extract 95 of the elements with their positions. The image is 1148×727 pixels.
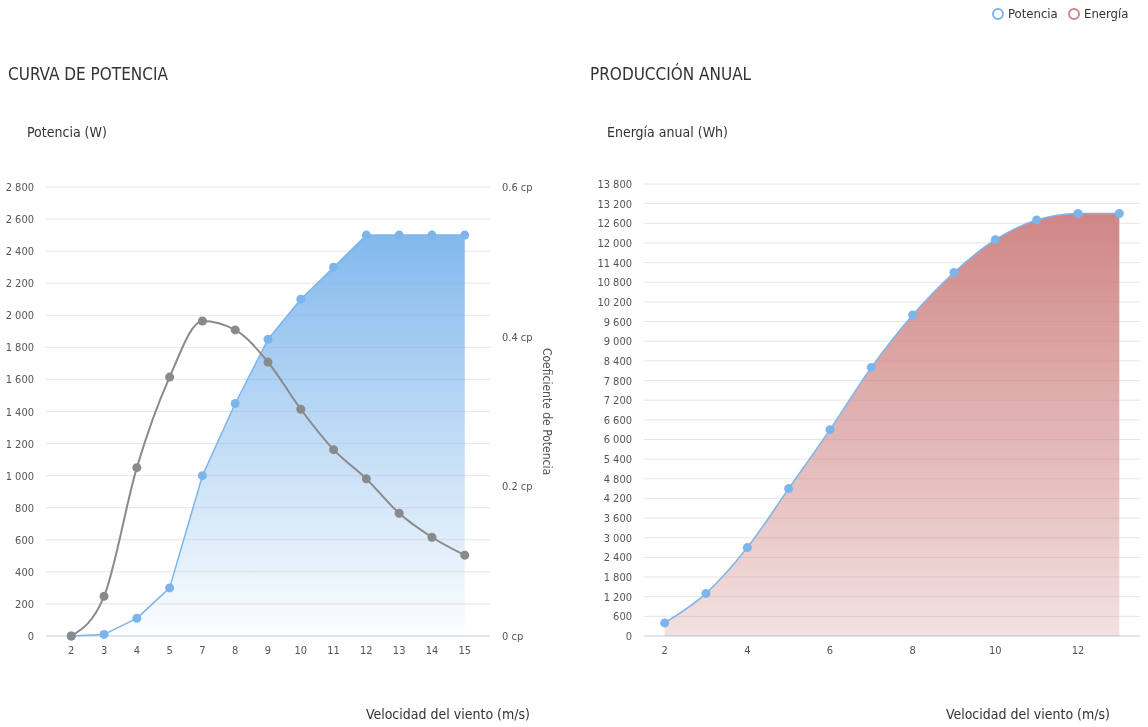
point [263, 357, 273, 367]
y-tick-label: 7 200 [603, 394, 632, 408]
y-tick-label: 7 800 [603, 374, 632, 388]
y-axis-title: Energía anual (Wh) [607, 124, 729, 140]
y-tick-label: 11 400 [597, 256, 632, 270]
y-tick-label: 800 [15, 501, 34, 515]
y-tick-label: 600 [15, 533, 34, 547]
point [394, 508, 404, 518]
x-tick-label: 12 [360, 644, 373, 657]
point [99, 629, 109, 639]
y-tick-label: 9 000 [603, 335, 632, 349]
y-tick-label: 0 [625, 630, 632, 643]
point [296, 404, 306, 414]
chart-title: CURVA DE POTENCIA [8, 64, 169, 84]
x-tick-label: 2 [661, 644, 668, 657]
point [427, 532, 437, 542]
y-tick-label: 6 600 [603, 413, 632, 427]
y-axis-title: Potencia (W) [27, 124, 107, 140]
point [132, 613, 142, 623]
y-tick-label: 1 000 [5, 469, 34, 483]
y2-tick-label: 0.2 cp [502, 480, 533, 494]
y-tick-label: 0 [27, 630, 34, 643]
x-tick-label: 15 [458, 644, 472, 657]
x-tick-label: 4 [744, 644, 751, 657]
y-tick-label: 400 [15, 565, 34, 579]
point [394, 230, 404, 240]
x-tick-label: 2 [68, 644, 75, 657]
point [361, 230, 371, 240]
point [230, 325, 240, 335]
y-tick-label: 3 600 [603, 512, 632, 526]
x-tick-label: 11 [327, 644, 340, 657]
y-tick-label: 2 800 [5, 181, 34, 194]
y-tick-label: 3 000 [603, 531, 632, 545]
point [197, 316, 207, 326]
x-tick-label: 10 [989, 644, 1002, 657]
y2-axis-title: Coeficiente de Potencia [540, 347, 554, 476]
legend-label: Energía [1084, 6, 1129, 21]
point [99, 591, 109, 601]
y-tick-label: 1 400 [5, 405, 34, 419]
y2-tick-label: 0.6 cp [502, 181, 533, 194]
y-tick-label: 12 600 [597, 217, 632, 231]
x-tick-label: 9 [264, 644, 272, 657]
y-tick-label: 2 200 [5, 277, 34, 291]
y-tick-label: 2 000 [5, 309, 34, 323]
point [296, 294, 306, 304]
point [165, 372, 175, 382]
point [230, 398, 240, 408]
y-tick-label: 2 600 [5, 213, 34, 227]
legend-label: Potencia [1008, 6, 1058, 21]
x-tick-label: 10 [294, 644, 308, 657]
point [427, 230, 437, 240]
y2-tick-label: 0 cp [502, 630, 524, 643]
point [197, 471, 207, 481]
y-tick-label: 10 800 [597, 276, 632, 290]
x-tick-label: 13 [392, 644, 406, 657]
point [460, 550, 470, 560]
x-tick-label: 6 [826, 644, 834, 657]
x-tick-label: 8 [232, 644, 239, 657]
y-tick-label: 1 800 [603, 571, 632, 585]
x-axis-title: Velocidad del viento (m/s) [945, 706, 1110, 722]
y-tick-label: 2 400 [603, 551, 632, 565]
y-tick-label: 5 400 [603, 453, 632, 467]
point [165, 583, 175, 593]
y-tick-label: 1 200 [603, 590, 632, 604]
y-tick-label: 13 200 [597, 197, 632, 211]
x-tick-label: 5 [166, 644, 173, 657]
x-tick-label: 8 [909, 644, 916, 657]
point [263, 334, 273, 344]
y-tick-label: 12 000 [597, 236, 632, 250]
y-tick-label: 2 400 [5, 245, 34, 259]
y-tick-label: 1 600 [5, 373, 34, 387]
y-tick-label: 9 600 [603, 315, 632, 329]
y-tick-label: 4 800 [603, 472, 632, 486]
point [329, 262, 339, 272]
y-tick-label: 8 400 [603, 354, 632, 368]
x-tick-label: 7 [199, 644, 206, 657]
x-tick-label: 12 [1071, 644, 1085, 657]
point [361, 474, 371, 484]
y-tick-label: 1 200 [5, 437, 34, 451]
chart-title: PRODUCCIÓN ANUAL [590, 63, 752, 84]
y-tick-label: 10 200 [597, 295, 632, 309]
point [132, 463, 142, 473]
x-axis-title: Velocidad del viento (m/s) [365, 706, 530, 722]
y2-tick-label: 0.4 cp [502, 330, 533, 344]
y-tick-label: 4 200 [603, 492, 632, 506]
x-tick-label: 3 [100, 644, 108, 657]
point [329, 445, 339, 455]
y-tick-label: 13 800 [597, 178, 632, 191]
x-tick-label: 14 [425, 644, 439, 657]
y-tick-label: 600 [613, 610, 632, 624]
y-tick-label: 200 [15, 597, 34, 611]
y-tick-label: 6 000 [603, 433, 632, 447]
point [460, 230, 470, 240]
x-tick-label: 4 [133, 644, 140, 657]
y-tick-label: 1 800 [5, 341, 34, 355]
